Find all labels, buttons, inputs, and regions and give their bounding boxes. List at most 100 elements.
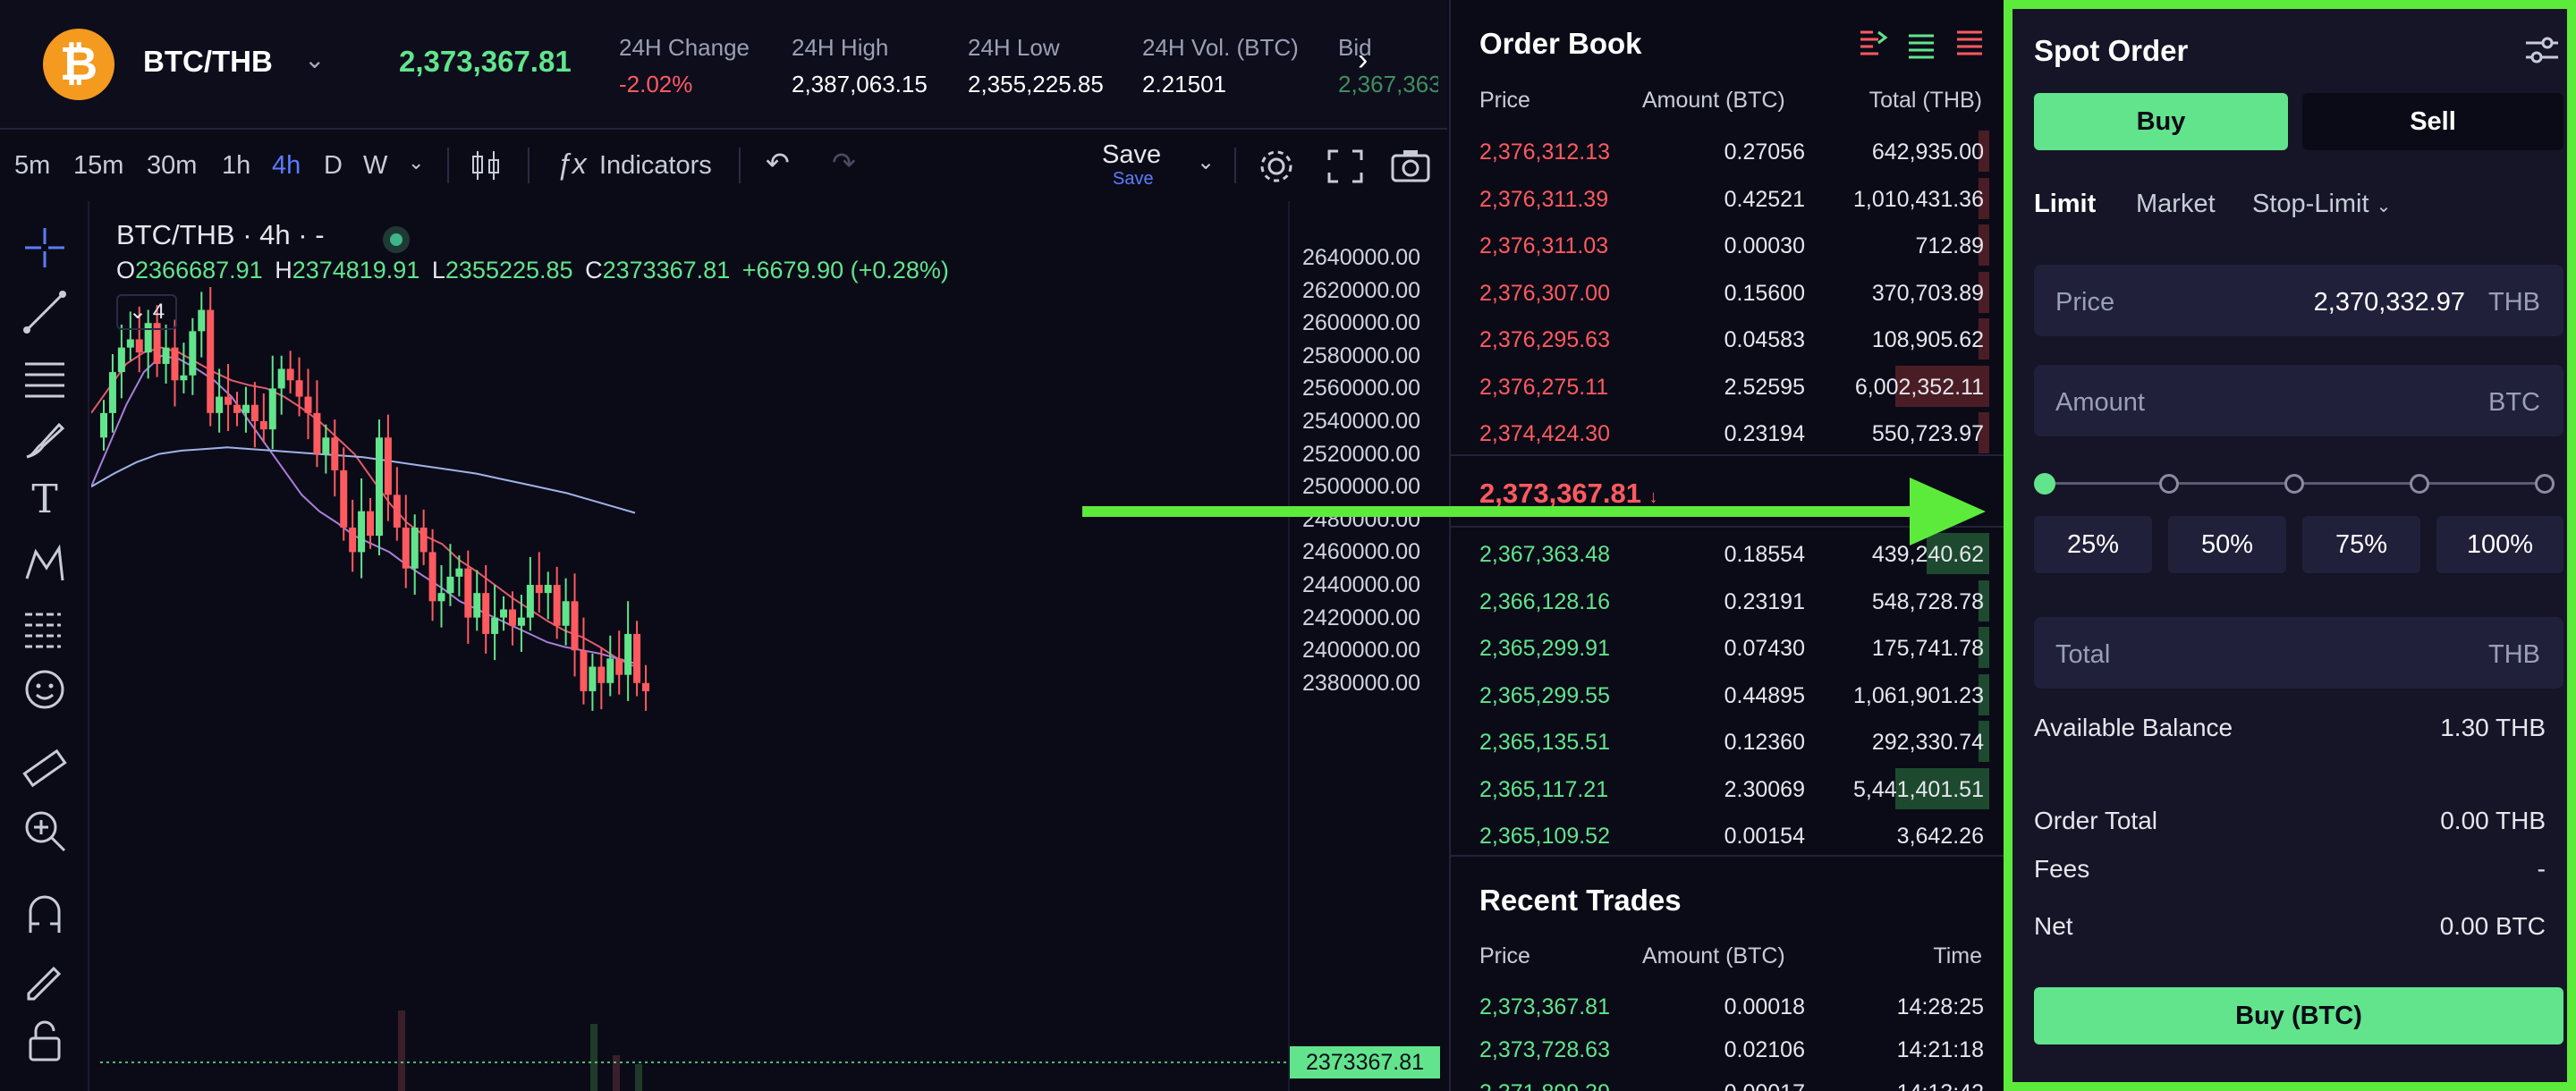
pair-selector[interactable]: BTC/THB bbox=[143, 45, 273, 78]
ask-row[interactable]: 2,374,424.30 0.23194 550,723.97 bbox=[1479, 410, 2004, 457]
price-field[interactable]: Price 2,370,332.97 THB bbox=[2034, 265, 2563, 336]
depth-bar bbox=[1895, 767, 1989, 809]
order-type-limit[interactable]: Limit bbox=[2034, 190, 2097, 218]
ask-row[interactable]: 2,376,275.11 2.52595 6,002,352.11 bbox=[1479, 364, 2004, 410]
candle bbox=[108, 372, 116, 413]
function-icon[interactable]: ƒx bbox=[556, 148, 587, 180]
asks-only-icon[interactable] bbox=[1953, 27, 1986, 59]
timeframe-5m[interactable]: 5m bbox=[14, 151, 51, 180]
bids-only-icon[interactable] bbox=[1905, 27, 1937, 59]
indicators-button[interactable]: Indicators bbox=[599, 151, 712, 180]
ask-amount: 0.42521 bbox=[1724, 186, 1805, 212]
price-axis[interactable]: 2640000.00 2620000.00 2600000.00 2580000.00… bbox=[1288, 201, 1449, 1091]
timeframe-d[interactable]: D bbox=[324, 151, 343, 180]
market-header: ₿ BTC/THB ⌄ 2,373,367.81 24H Change -2.0… bbox=[0, 0, 1447, 130]
percent-75-button[interactable]: 75% bbox=[2302, 516, 2420, 573]
depth-bar bbox=[1979, 271, 1989, 313]
bid-row[interactable]: 2,367,363.48 0.18554 439,240.62 bbox=[1479, 531, 2004, 578]
save-dropdown-icon[interactable]: ⌄ bbox=[1197, 150, 1216, 174]
net-value: 0.00 BTC bbox=[2439, 912, 2546, 940]
ob-col-price: Price bbox=[1479, 88, 1530, 113]
chart-canvas[interactable] bbox=[91, 201, 1288, 1091]
candle bbox=[624, 633, 632, 675]
rt-col-time: Time bbox=[1933, 943, 1982, 968]
ask-row[interactable]: 2,376,311.03 0.00030 712.89 bbox=[1479, 223, 2004, 269]
candle bbox=[375, 437, 383, 537]
pattern-icon[interactable] bbox=[20, 539, 70, 589]
available-balance-label: Available Balance bbox=[2034, 714, 2233, 741]
y-tick-label: 2600000.00 bbox=[1302, 310, 1421, 336]
zoom-in-icon[interactable] bbox=[20, 806, 70, 856]
emoji-icon[interactable] bbox=[20, 664, 70, 715]
bid-amount: 0.23191 bbox=[1724, 588, 1805, 614]
divider bbox=[528, 148, 530, 183]
bid-row[interactable]: 2,365,299.91 0.07430 175,741.78 bbox=[1479, 625, 2004, 672]
ask-total: 550,723.97 bbox=[1871, 421, 1984, 446]
timeframe-30m[interactable]: 30m bbox=[147, 151, 198, 180]
candle bbox=[340, 469, 348, 528]
candle bbox=[597, 666, 606, 683]
percent-25-button[interactable]: 25% bbox=[2034, 516, 2152, 573]
trend-line-icon[interactable] bbox=[20, 287, 70, 337]
bid-row[interactable]: 2,366,128.16 0.23191 548,728.78 bbox=[1479, 579, 2004, 625]
order-type-stop-limit[interactable]: Stop-Limit ⌄ bbox=[2252, 190, 2392, 218]
price-chart[interactable]: BTC/THB · 4h · - O2366687.91 H2374819.91… bbox=[91, 201, 1288, 1091]
bid-amount: 0.12360 bbox=[1724, 730, 1805, 755]
current-price-tag: 2373367.81 bbox=[1290, 1046, 1440, 1078]
crosshair-icon[interactable] bbox=[20, 223, 70, 273]
chevron-right-icon[interactable]: › bbox=[1358, 43, 1368, 77]
bid-row[interactable]: 2,365,135.51 0.12360 292,330.74 bbox=[1479, 719, 2004, 765]
sliders-icon[interactable] bbox=[2524, 34, 2560, 66]
ask-price: 2,376,275.11 bbox=[1479, 374, 1609, 400]
save-button[interactable]: Save bbox=[1102, 140, 1162, 169]
bid-row[interactable]: 2,365,117.21 2.30069 5,441,401.51 bbox=[1479, 766, 2004, 813]
candle bbox=[198, 309, 206, 332]
order-type-market[interactable]: Market bbox=[2136, 190, 2216, 218]
timeframe-dropdown-icon[interactable]: ⌄ bbox=[408, 151, 425, 173]
candle bbox=[153, 323, 161, 364]
fees-value: - bbox=[2537, 855, 2546, 883]
timeframe-15m[interactable]: 15m bbox=[73, 151, 124, 180]
forecast-icon[interactable] bbox=[20, 602, 70, 652]
bid-row[interactable]: 2,365,109.52 0.00154 3,642.26 bbox=[1479, 813, 2004, 859]
camera-icon[interactable] bbox=[1390, 148, 1431, 183]
indicators-collapse-button[interactable]: ⌄ 4 bbox=[116, 294, 177, 330]
sell-tab[interactable]: Sell bbox=[2302, 93, 2563, 150]
ask-amount: 0.15600 bbox=[1724, 280, 1805, 306]
brush-icon[interactable] bbox=[20, 414, 70, 464]
both-sides-icon[interactable] bbox=[1857, 27, 1889, 59]
undo-icon[interactable]: ↶ bbox=[766, 147, 790, 179]
timeframe-1h[interactable]: 1h bbox=[222, 151, 251, 180]
amount-slider[interactable] bbox=[2034, 456, 2563, 510]
lock-pencil-icon[interactable] bbox=[20, 952, 70, 1002]
ask-row[interactable]: 2,376,312.13 0.27056 642,935.00 bbox=[1479, 129, 2004, 175]
ask-row[interactable]: 2,376,311.39 0.42521 1,010,431.36 bbox=[1479, 176, 2004, 223]
chevron-down-icon[interactable]: ⌄ bbox=[304, 46, 326, 73]
horizontal-lines-icon[interactable] bbox=[20, 351, 70, 402]
submit-buy-button[interactable]: Buy (BTC) bbox=[2034, 987, 2563, 1044]
fullscreen-icon[interactable] bbox=[1327, 149, 1363, 183]
magnet-icon[interactable] bbox=[20, 890, 70, 940]
percent-100-button[interactable]: 100% bbox=[2436, 516, 2563, 573]
bid-row[interactable]: 2,365,299.55 0.44895 1,061,901.23 bbox=[1479, 672, 2004, 719]
percent-50-button[interactable]: 50% bbox=[2168, 516, 2286, 573]
trade-amount: 0.00018 bbox=[1724, 994, 1805, 1019]
ask-row[interactable]: 2,376,295.63 0.04583 108,905.62 bbox=[1479, 317, 2004, 363]
gear-icon[interactable] bbox=[1258, 148, 1295, 185]
candles-icon[interactable] bbox=[469, 148, 504, 183]
amount-field[interactable]: Amount BTC bbox=[2034, 365, 2563, 436]
ruler-icon[interactable] bbox=[20, 743, 70, 793]
lock-icon[interactable] bbox=[20, 1015, 70, 1065]
redo-icon[interactable]: ↷ bbox=[832, 147, 856, 179]
text-tool-icon[interactable]: T bbox=[31, 477, 58, 522]
ask-row[interactable]: 2,376,307.00 0.15600 370,703.89 bbox=[1479, 270, 2004, 317]
timeframe-4h[interactable]: 4h bbox=[272, 151, 301, 180]
ask-price: 2,376,312.13 bbox=[1479, 140, 1610, 165]
buy-tab[interactable]: Buy bbox=[2034, 93, 2288, 150]
candle bbox=[606, 658, 614, 683]
candle bbox=[216, 396, 224, 413]
slider-handle[interactable] bbox=[2034, 473, 2055, 495]
trade-price: 2,373,728.63 bbox=[1479, 1037, 1610, 1062]
total-field[interactable]: Total THB bbox=[2034, 617, 2563, 689]
timeframe-w[interactable]: W bbox=[363, 151, 388, 180]
